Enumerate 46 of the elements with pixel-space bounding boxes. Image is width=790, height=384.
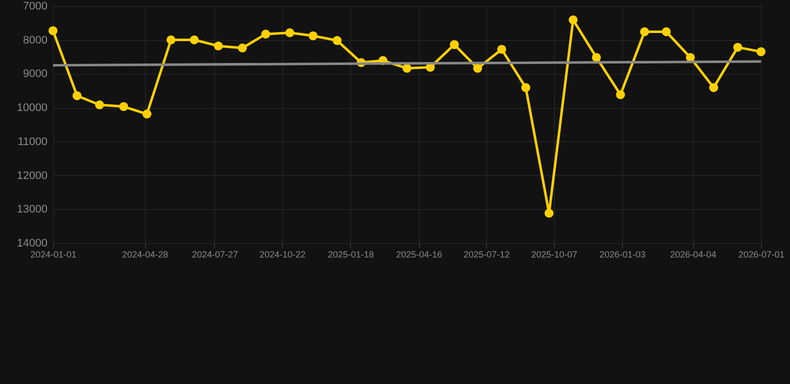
- y-tick-label: 8000: [23, 34, 48, 46]
- y-tick-label: 7000: [23, 0, 48, 12]
- point: [640, 27, 650, 36]
- x-tick-label: 2024-10-22: [259, 250, 306, 260]
- y-tick-label: 9000: [23, 68, 48, 80]
- x-tick-label: 2025-04-16: [396, 250, 442, 260]
- point: [568, 15, 578, 24]
- point: [119, 102, 128, 112]
- point: [662, 27, 671, 36]
- x-tick-label: 2026-07-01: [738, 250, 785, 260]
- x-tick-label: 2026-04-04: [670, 250, 716, 260]
- point: [214, 41, 223, 50]
- point: [497, 44, 506, 54]
- y-tick-label: 11000: [18, 136, 48, 148]
- point: [166, 35, 176, 44]
- x-tick-label: 2024-01-01: [30, 250, 77, 260]
- x-tick-label: 2024-07-27: [192, 250, 238, 260]
- point: [544, 208, 554, 218]
- point: [332, 36, 342, 45]
- y-tick-label: 12000: [16, 170, 48, 182]
- point: [709, 83, 718, 92]
- point: [473, 64, 482, 73]
- y-tick-label: 13000: [16, 204, 48, 216]
- x-tick-label: 2025-07-12: [464, 250, 510, 260]
- point: [238, 44, 247, 52]
- point: [521, 83, 530, 92]
- y-tick-label: 14000: [16, 238, 48, 250]
- point: [72, 91, 82, 100]
- point: [616, 90, 625, 100]
- x-tick-label: 2025-01-18: [328, 250, 374, 260]
- point: [733, 42, 742, 52]
- y-tick-label: 10000: [16, 102, 48, 114]
- point: [450, 40, 459, 50]
- x-tick-label: 2024-04-28: [122, 250, 168, 260]
- point: [95, 100, 104, 110]
- point: [285, 28, 294, 38]
- x-tick-label: 2026-01-03: [600, 250, 646, 260]
- point: [261, 30, 270, 39]
- point: [142, 110, 152, 118]
- point: [756, 47, 766, 56]
- point: [308, 31, 318, 40]
- x-tick-label: 2025-10-07: [531, 250, 578, 260]
- point: [48, 26, 58, 36]
- point: [402, 64, 412, 73]
- point: [190, 35, 199, 44]
- point: [592, 53, 601, 62]
